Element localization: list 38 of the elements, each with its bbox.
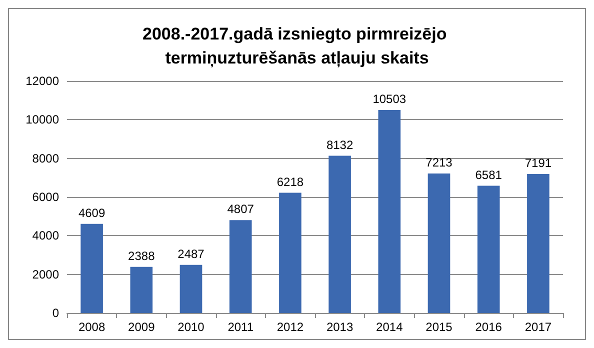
y-tick-label: 4000	[32, 228, 60, 243]
y-tick-label: 8000	[32, 151, 60, 166]
data-label: 6218	[276, 174, 304, 189]
data-label: 4609	[78, 206, 106, 220]
x-tick-label: 2011	[228, 320, 254, 334]
x-tick-label: 2012	[276, 320, 304, 334]
bar	[527, 174, 550, 313]
x-tick-label: 2013	[326, 320, 354, 334]
x-tick-label: 2010	[178, 320, 205, 334]
y-tick-label: 10000	[26, 112, 60, 127]
data-label: 7213	[426, 156, 453, 170]
bar	[279, 192, 302, 313]
x-tick-label: 2017	[524, 320, 552, 334]
x-tick-label: 2009	[128, 320, 156, 334]
data-label: 4807	[227, 202, 254, 216]
bar	[229, 220, 252, 313]
data-label: 7191	[524, 156, 552, 170]
bar	[477, 186, 500, 313]
bar	[180, 264, 202, 313]
chart-title: 2008.-2017.gadā izsniegto pirmreizējo termiņuzturēšanās atļauju skaits	[142, 24, 452, 68]
data-label: 6581	[475, 168, 502, 182]
y-tick-label: 0	[52, 306, 60, 320]
data-label: 2388	[128, 248, 156, 263]
bar	[80, 224, 103, 313]
x-tick-label: 2008	[78, 320, 106, 334]
y-tick-label: 12000	[26, 74, 60, 88]
bar	[130, 266, 153, 313]
x-tick-label: 2016	[475, 320, 502, 334]
data-label: 8132	[326, 138, 354, 152]
bar	[428, 174, 450, 313]
x-tick-label: 2015	[426, 320, 453, 334]
x-tick-label: 2014	[376, 320, 404, 334]
bar	[378, 110, 401, 313]
data-label: 2487	[178, 246, 205, 261]
y-tick-label: 6000	[32, 190, 60, 204]
y-tick-label: 2000	[32, 267, 60, 282]
data-label: 10503	[372, 92, 406, 106]
bar	[328, 156, 351, 313]
